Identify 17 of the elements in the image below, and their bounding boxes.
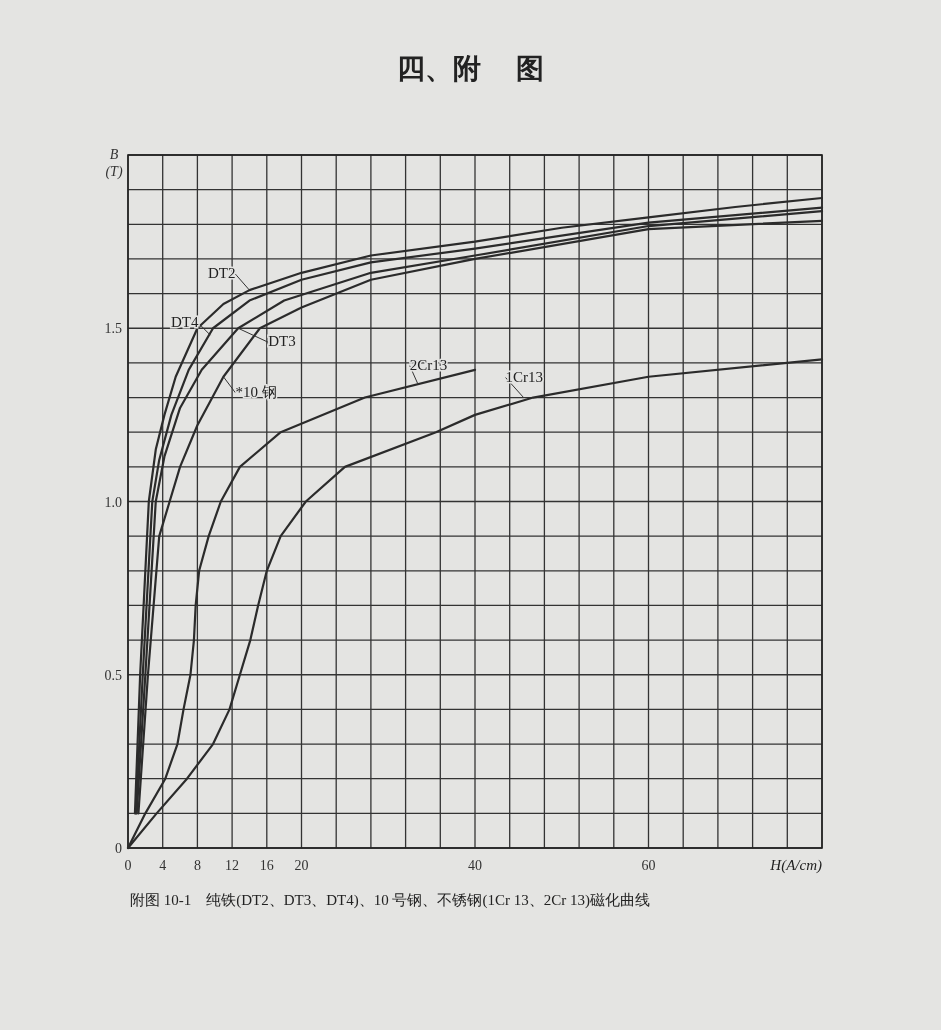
x-tick-label: 20 bbox=[294, 858, 309, 873]
x-tick-label: 40 bbox=[468, 858, 482, 873]
x-tick-label: 12 bbox=[225, 858, 240, 873]
text: 附图 10-1 纯铁(DT2、DT3、DT4)、10 号钢、不锈钢(1Cr 13、2Cr 13)磁化曲线 bbox=[130, 892, 650, 909]
y-tick-label: 0 bbox=[115, 841, 122, 856]
x-tick-label: 0 bbox=[124, 858, 132, 873]
chart-title: 四、附 图 bbox=[397, 53, 544, 84]
x-tick-label: 8 bbox=[193, 858, 201, 873]
y-tick-label: 0.5 bbox=[104, 667, 122, 683]
x-tick-label: 60 bbox=[641, 858, 656, 873]
y-tick-label: 1.0 bbox=[104, 494, 122, 510]
y-tick-label: 1.5 bbox=[104, 321, 122, 337]
x-tick-label: 4 bbox=[159, 858, 167, 873]
x-axis-title: H(A/cm) bbox=[769, 857, 822, 874]
y-axis-title: B (T) bbox=[105, 147, 123, 180]
x-tick-label: 16 bbox=[259, 858, 274, 873]
annotation: DT3 bbox=[268, 333, 296, 350]
